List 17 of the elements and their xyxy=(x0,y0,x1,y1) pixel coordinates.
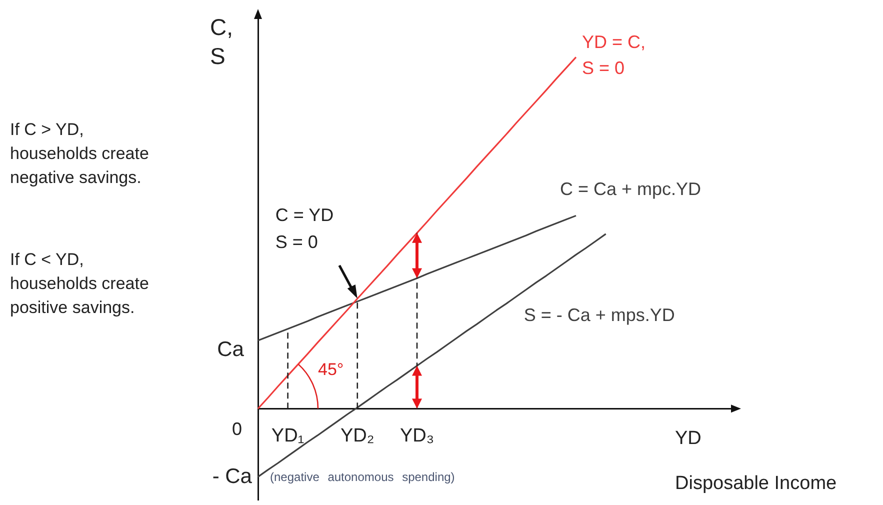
annotation: 45° xyxy=(318,358,344,381)
series-label: S = - Ca + mps.YD xyxy=(524,304,676,327)
annotation: Disposable Income xyxy=(675,472,837,496)
x-tick-label: YD₂ xyxy=(340,425,374,446)
y-axis-title: C, S xyxy=(210,13,234,70)
text: If C < YD, households create positive savings. xyxy=(10,249,150,319)
annotation: C = YD S = 0 xyxy=(275,204,335,254)
series-label: C = Ca + mpc.YD xyxy=(560,178,702,201)
x-axis-title: YD xyxy=(675,426,702,451)
annotation: (negative autonomous spending) xyxy=(270,470,455,486)
x-tick-label: YD₃ xyxy=(400,425,434,446)
text: 0 xyxy=(232,418,242,441)
text: If C > YD, households create negative savings. xyxy=(10,119,150,189)
text: - Ca xyxy=(212,464,252,490)
x-tick-label: YD₁ xyxy=(271,425,304,446)
series-label: YD = C, S = 0 xyxy=(582,31,647,80)
text: Ca xyxy=(217,337,244,364)
